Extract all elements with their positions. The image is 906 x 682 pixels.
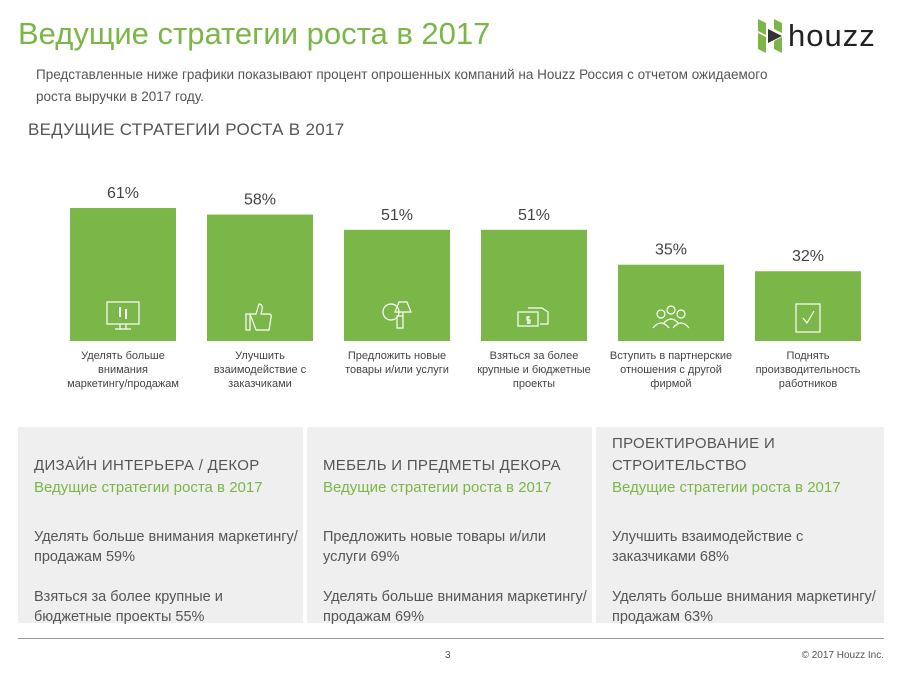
bar [70,208,176,341]
chart-title: ВЕДУЩИЕ СТРАТЕГИИ РОСТА В 2017 [28,120,345,139]
panel-item: Взяться за более крупные и бюджетные про… [34,589,223,625]
workers-icon [652,305,690,329]
bar [618,264,724,341]
thumbs-up-icon [245,303,272,331]
houzz-logo: houzz [758,18,876,54]
footer-divider [18,638,884,639]
panel-item: Уделять больше внимания маркетингу/прода… [323,589,587,625]
bar-chart: 61% Уделять больше внимания маркетингу/прод… [67,185,861,390]
data-label: 35% [655,242,687,259]
category-label: Улучшить взаимодействие с заказчиками [214,350,307,390]
panel-interior-design: ДИЗАЙН ИНТЕРЬЕРА / ДЕКОР Ведущие стратег… [18,427,303,625]
panel-item: Предложить новые товары и/или услуги 69% [323,529,546,565]
data-label: 51% [381,207,413,224]
panel-subtitle: Ведущие стратегии роста в 2017 [323,479,552,496]
bar [481,229,587,341]
page-number: 3 [445,650,451,661]
data-label: 32% [792,248,824,265]
houzz-logo-icon [758,19,782,53]
data-label: 61% [107,185,139,202]
copyright: © 2017 Houzz Inc. [801,650,884,661]
category-label: Взяться за более крупные и бюджетные проек… [477,350,591,390]
panel-heading: ПРОЕКТИРОВАНИЕ И СТРОИТЕЛЬСТВО [612,435,776,474]
lamp-icon [382,301,412,329]
category-label: Вступить в партнерские отношения с другой… [610,350,732,390]
data-label: 58% [244,192,276,209]
category-label: Уделять больше внимания маркетингу/продажа… [67,350,179,390]
bar [755,271,861,341]
panel-item: Уделять больше внимания маркетингу/прода… [612,589,876,625]
bar [207,214,313,341]
data-label: 51% [518,207,550,224]
handshake-money-icon [517,307,549,327]
panel-item: Уделять больше внимания маркетингу/прода… [34,529,298,565]
panel-heading: ДИЗАЙН ИНТЕРЬЕРА / ДЕКОР [34,457,260,474]
category-label: Поднять производительность работников [756,350,861,390]
panel-furniture: МЕБЕЛЬ И ПРЕДМЕТЫ ДЕКОРА Ведущие стратег… [307,427,592,625]
monitor-icon [106,301,140,330]
page-title: Ведущие стратегии роста в 2017 [18,16,491,51]
logo-text: houzz [788,18,876,53]
panel-item: Улучшить взаимодействие с заказчиками 68… [612,529,804,565]
category-label: Предложить новые товары и/или услуги [345,350,449,376]
checkbox-icon [795,303,821,333]
description: Представленные ниже графики показывают п… [36,67,768,104]
panel-subtitle: Ведущие стратегии роста в 2017 [612,479,841,496]
panel-construction: ПРОЕКТИРОВАНИЕ И СТРОИТЕЛЬСТВО Ведущие с… [596,427,884,625]
panel-subtitle: Ведущие стратегии роста в 2017 [34,479,263,496]
panel-heading: МЕБЕЛЬ И ПРЕДМЕТЫ ДЕКОРА [323,457,561,474]
